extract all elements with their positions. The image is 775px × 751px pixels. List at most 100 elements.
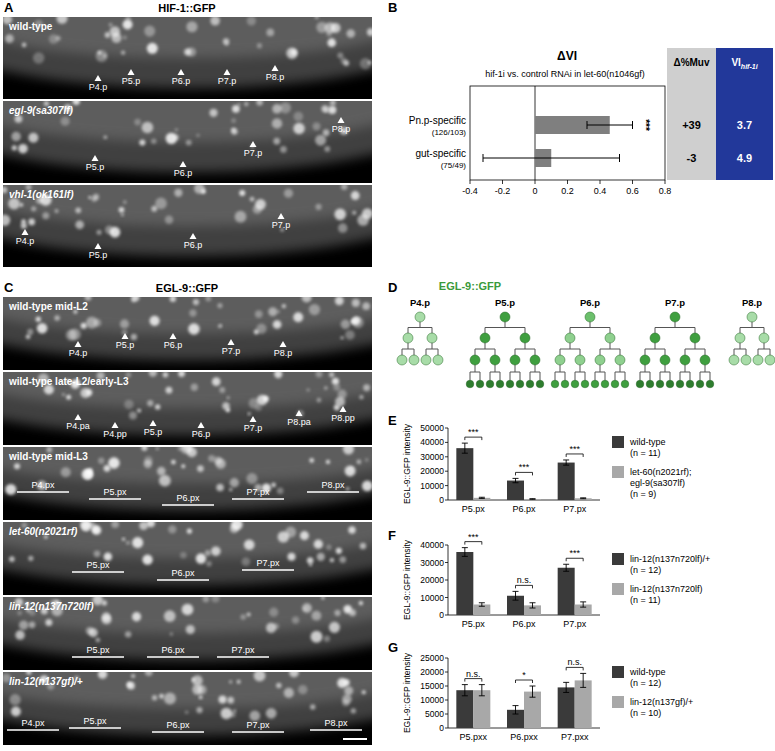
tick [445, 615, 448, 616]
legend-n: (n = 9) [630, 489, 656, 499]
lineage-edge [758, 349, 770, 350]
cell-label: P4.p [410, 297, 430, 308]
cell-label: P4.p [16, 236, 35, 246]
granule [345, 330, 355, 340]
granule [206, 561, 212, 567]
plot-area [456, 443, 591, 500]
granule [170, 632, 173, 635]
granule [225, 42, 229, 46]
granule [9, 694, 20, 705]
granule [121, 51, 125, 55]
granule [147, 400, 153, 406]
granule [131, 674, 135, 678]
lineage-node [636, 380, 644, 388]
cell-label: P7.p [218, 76, 237, 86]
granule [280, 146, 287, 153]
granule [98, 457, 104, 463]
granule [357, 214, 369, 226]
table-header-main: VI [731, 57, 741, 68]
lineage-node [427, 333, 437, 343]
panel-letter: E [388, 413, 397, 428]
figure: ABCDEFGHIF-1::GFPwild-typeP4.pP5.pP6.pP7… [0, 0, 775, 751]
lineage-edge [660, 372, 670, 373]
error-bar [479, 603, 485, 607]
error-cap [632, 121, 633, 129]
granule [171, 460, 176, 465]
arrowhead [280, 341, 287, 347]
tick [445, 500, 448, 501]
cell-label: P6.p [164, 340, 183, 350]
granule [329, 622, 340, 633]
granule [156, 447, 159, 450]
granule [231, 118, 236, 123]
lineage-node [555, 355, 565, 365]
granule [26, 334, 31, 339]
bar [456, 690, 473, 728]
arrowhead [170, 333, 177, 339]
granule [274, 372, 282, 378]
granule [246, 473, 257, 484]
error-cap [563, 571, 569, 572]
panel-letter: A [4, 0, 14, 15]
lineage-node [421, 355, 431, 365]
legend-line: wild-type [629, 667, 666, 677]
granule [326, 545, 331, 550]
granule [92, 597, 103, 605]
granule [103, 54, 106, 57]
lineage-node [646, 380, 654, 388]
tick [445, 672, 448, 673]
granule [339, 556, 346, 563]
tick [445, 686, 448, 687]
bar [524, 499, 541, 500]
arrowhead [95, 75, 102, 81]
granule [340, 336, 343, 339]
granule [227, 396, 230, 399]
error-line [583, 673, 584, 687]
granule [178, 372, 185, 377]
granule [346, 487, 350, 491]
table-cell: -3 [687, 152, 697, 164]
granule [310, 704, 315, 709]
error-line [566, 460, 567, 465]
cell-label: P6.p [174, 168, 193, 178]
lineage-node [476, 380, 484, 388]
granule [291, 50, 297, 56]
granule [362, 481, 372, 492]
error-bar [563, 460, 569, 465]
granule [127, 682, 135, 690]
arrowhead [272, 65, 279, 71]
error-cap [462, 556, 468, 557]
granule [186, 21, 197, 32]
worm-gut [3, 297, 372, 334]
granule [277, 487, 284, 494]
granule [126, 541, 130, 545]
micrograph-image [3, 17, 372, 99]
significance-bracket [516, 585, 533, 588]
error-bar [580, 673, 586, 687]
granule [218, 324, 222, 328]
lineage-edge [680, 372, 690, 373]
cell-label: P5.px [86, 560, 110, 570]
granule [184, 48, 191, 55]
error-cap [530, 697, 536, 698]
granule [266, 29, 274, 37]
lineage-node [506, 380, 514, 388]
granule [66, 395, 71, 400]
worm-gut [3, 447, 372, 484]
granule [345, 465, 356, 476]
granule [159, 475, 171, 487]
arrowhead [250, 141, 257, 147]
lineage-node [729, 355, 739, 365]
category-label: P5.px [462, 619, 486, 629]
significance: * [522, 670, 526, 680]
error-line [481, 685, 482, 696]
granule [196, 707, 202, 713]
tick [445, 700, 448, 701]
arrowhead [224, 69, 231, 75]
granule [244, 102, 248, 106]
lineage-edge [510, 372, 520, 373]
error-cap [462, 547, 468, 548]
granule [96, 50, 108, 62]
tick-label: 10000 [420, 593, 444, 603]
error-bar [587, 121, 633, 129]
